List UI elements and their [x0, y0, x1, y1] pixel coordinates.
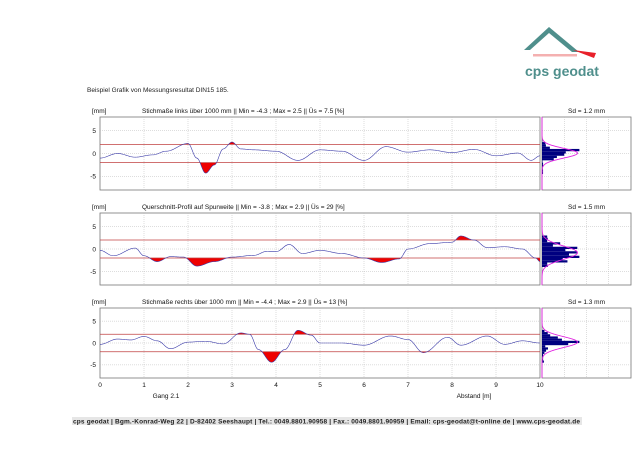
histogram-bar	[542, 142, 546, 145]
normal-curve	[541, 117, 578, 190]
y-tick-label: 0	[92, 151, 96, 158]
exceedance-area-lower	[100, 162, 540, 174]
histogram-bar	[542, 171, 544, 175]
histogram-bar	[542, 345, 546, 348]
footer-highlight	[72, 417, 582, 425]
histogram-bar	[542, 160, 543, 163]
histogram-bar	[542, 240, 548, 243]
y-tick-label: 0	[92, 340, 96, 347]
histogram-bar	[542, 144, 546, 147]
x-tick-label: 1	[142, 382, 146, 389]
x-tick-label: 5	[318, 382, 322, 389]
histogram-bar	[542, 260, 568, 263]
histogram-bar	[542, 235, 548, 238]
x-axis-label: Abstand [m]	[457, 393, 492, 400]
histogram-bar	[542, 146, 550, 149]
cps-geodat-logo: cps geodat	[524, 27, 599, 79]
histogram-bar	[542, 148, 580, 152]
histogram-bar	[542, 347, 549, 350]
exceedance-area-lower	[100, 258, 540, 267]
histogram-bar	[542, 255, 580, 258]
chart-title: Stichmaße rechts über 1000 mm || Min = -…	[142, 298, 347, 306]
profile-line	[99, 141, 541, 174]
histogram-bar	[542, 336, 558, 339]
x-tick-label: 2	[186, 382, 190, 389]
histogram-bar	[542, 351, 545, 354]
y-tick-label: 5	[92, 224, 96, 231]
histogram-bar	[542, 338, 562, 341]
histogram-bar	[542, 334, 551, 337]
x-tick-label: 4	[274, 382, 278, 389]
logo-bar	[533, 54, 577, 57]
sd-label: Sd = 1.2 mm	[568, 108, 605, 115]
histogram-bar	[542, 155, 557, 159]
y-tick-label: 5	[92, 318, 96, 325]
y-tick-label: -5	[90, 174, 96, 181]
histogram-bar	[542, 251, 577, 254]
x-tick-label: 10	[536, 382, 544, 389]
profile-line	[99, 330, 541, 363]
histogram-bar	[542, 262, 548, 265]
histogram-bar	[542, 249, 566, 252]
histogram-bar	[542, 244, 553, 247]
x-tick-label: 7	[406, 382, 410, 389]
histogram-bar	[542, 242, 561, 245]
logo-roof-icon	[524, 27, 579, 52]
histogram-bar	[542, 340, 580, 343]
x-tick-label: 3	[230, 382, 234, 389]
sd-label: Sd = 1.5 mm	[568, 204, 605, 211]
histogram-bar	[542, 329, 545, 333]
y-tick-label: -5	[90, 362, 96, 369]
histogram-bar	[542, 349, 547, 352]
x-tick-label: 9	[494, 382, 498, 389]
profile-line	[99, 235, 541, 267]
histogram-bar	[542, 253, 569, 256]
x-tick-label: 8	[450, 382, 454, 389]
profile-chart-2: [mm] Querschnitt-Profil auf Spurweite || …	[90, 203, 632, 286]
histogram-bar	[542, 164, 544, 168]
histogram-bar	[542, 151, 566, 154]
document-heading: Beispiel Grafik von Messungsresultat DIN…	[87, 87, 229, 94]
histogram-bar	[542, 264, 548, 267]
y-tick-label: 5	[92, 128, 96, 135]
histogram-bar	[542, 162, 544, 165]
unit-label: [mm]	[92, 204, 107, 211]
histogram-bar	[542, 153, 565, 156]
logo-arrow-icon	[573, 50, 596, 58]
normal-curve	[541, 308, 578, 378]
unit-label: [mm]	[92, 108, 107, 115]
profile-chart-1: [mm] Stichmaße links über 1000 mm || Min …	[90, 107, 632, 191]
profile-chart-3: [mm] Stichmaße rechts über 1000 mm || Min…	[90, 298, 632, 400]
histogram-bar	[542, 360, 544, 363]
chart-title: Querschnitt-Profil auf Spurweite || Min …	[142, 203, 345, 211]
chart-title: Stichmaße links über 1000 mm || Min = -4…	[142, 107, 345, 115]
document-footer: cps geodat | Bgm.-Konrad-Weg 22 | D-8240…	[73, 419, 580, 426]
histogram-bar	[542, 246, 578, 249]
logo-text: cps geodat	[525, 63, 599, 79]
x-tick-label: 6	[362, 382, 366, 389]
x-tick-label: 0	[98, 382, 102, 389]
histogram-bar	[542, 353, 544, 357]
histogram-bar	[542, 237, 548, 240]
normal-curve	[541, 213, 578, 286]
histogram-bar	[542, 332, 548, 335]
histogram-bar	[542, 258, 563, 261]
histogram-bar	[542, 158, 554, 161]
histogram-bar	[542, 343, 569, 346]
gang-label: Gang 2.1	[153, 393, 180, 400]
histogram-bar	[542, 169, 544, 172]
y-tick-label: 0	[92, 246, 96, 253]
y-tick-label: -5	[90, 269, 96, 276]
unit-label: [mm]	[92, 299, 107, 306]
sd-label: Sd = 1.3 mm	[568, 299, 605, 306]
